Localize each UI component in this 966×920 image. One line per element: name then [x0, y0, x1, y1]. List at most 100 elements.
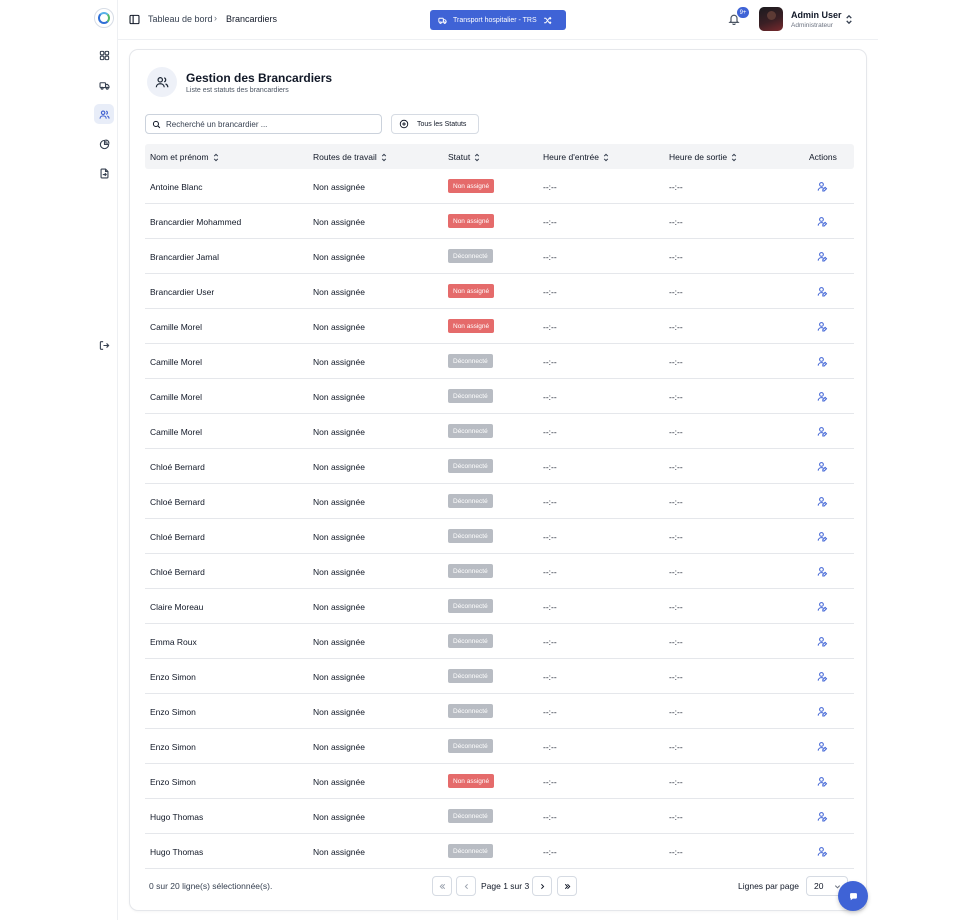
exit-time: --:--	[669, 707, 683, 717]
status-badge: Déconnecté	[448, 809, 493, 823]
user-edit-icon[interactable]	[817, 741, 828, 752]
table-row[interactable]: Hugo Thomas Non assignée Déconnecté --:-- --…	[145, 799, 854, 834]
user-edit-icon[interactable]	[817, 181, 828, 192]
table-row[interactable]: Chloé Bernard Non assignée Déconnecté --:--…	[145, 519, 854, 554]
sidebar-item-dashboard[interactable]	[94, 45, 114, 65]
table-row[interactable]: Chloé Bernard Non assignée Déconnecté --:--…	[145, 449, 854, 484]
brancardier-name: Brancardier Mohammed	[150, 217, 242, 227]
work-route: Non assignée	[313, 392, 365, 402]
table-row[interactable]: Antoine Blanc Non assignée Non assigné --:-…	[145, 169, 854, 204]
table-row[interactable]: Chloé Bernard Non assignée Déconnecté --:--…	[145, 554, 854, 589]
chat-fab-button[interactable]	[838, 881, 868, 911]
previous-page-button[interactable]	[456, 876, 476, 896]
user-edit-icon[interactable]	[817, 391, 828, 402]
shuffle-icon	[543, 16, 552, 24]
work-route: Non assignée	[313, 602, 365, 612]
transport-switch-button[interactable]: Transport hospitalier - TRS	[430, 10, 566, 30]
sidebar-item-documents[interactable]	[94, 163, 114, 183]
user-edit-icon[interactable]	[817, 461, 828, 472]
user-edit-icon[interactable]	[817, 671, 828, 682]
table-row[interactable]: Claire Moreau Non assignée Déconnecté --:--…	[145, 589, 854, 624]
column-header-status[interactable]: Statut	[448, 152, 480, 162]
logout-button[interactable]	[94, 335, 114, 355]
sidebar-item-statistics[interactable]	[94, 134, 114, 154]
brancardier-name: Chloé Bernard	[150, 497, 205, 507]
user-edit-icon[interactable]	[817, 496, 828, 507]
table-row[interactable]: Brancardier Mohammed Non assignée Non assi…	[145, 204, 854, 239]
user-edit-icon[interactable]	[817, 811, 828, 822]
table-row[interactable]: Brancardier Jamal Non assignée Déconnecté -…	[145, 239, 854, 274]
status-badge: Déconnecté	[448, 389, 493, 403]
column-header-routes[interactable]: Routes de travail	[313, 152, 387, 162]
transport-button-label: Transport hospitalier - TRS	[453, 16, 537, 24]
table-row[interactable]: Enzo Simon Non assignée Déconnecté --:-- --:…	[145, 659, 854, 694]
exit-time: --:--	[669, 567, 683, 577]
status-filter-button[interactable]: Tous les Statuts	[391, 114, 479, 134]
table-row[interactable]: Hugo Thomas Non assignée Déconnecté --:-- --…	[145, 834, 854, 869]
table-row[interactable]: Emma Roux Non assignée Déconnecté --:-- --:-…	[145, 624, 854, 659]
entry-time: --:--	[543, 322, 557, 332]
search-box[interactable]	[145, 114, 382, 134]
status-badge: Non assigné	[448, 774, 495, 788]
user-edit-icon[interactable]	[817, 636, 828, 647]
work-route: Non assignée	[313, 672, 365, 682]
status-badge: Déconnecté	[448, 634, 493, 648]
table-row[interactable]: Chloé Bernard Non assignée Déconnecté --:--…	[145, 484, 854, 519]
table-row[interactable]: Camille Morel Non assignée Déconnecté --:--…	[145, 344, 854, 379]
column-header-time-out[interactable]: Heure de sortie	[669, 152, 737, 162]
column-header-name[interactable]: Nom et prénom	[150, 152, 219, 162]
chevrons-up-down-icon[interactable]	[845, 14, 853, 25]
table-row[interactable]: Enzo Simon Non assignée Non assigné --:-- --…	[145, 764, 854, 799]
sidebar-toggle-icon[interactable]	[129, 14, 140, 25]
entry-time: --:--	[543, 532, 557, 542]
user-edit-icon[interactable]	[817, 846, 828, 857]
last-page-button[interactable]	[557, 876, 577, 896]
bell-icon[interactable]	[728, 13, 740, 25]
sort-icon	[731, 153, 737, 161]
table-row[interactable]: Brancardier User Non assignée Non assigné -…	[145, 274, 854, 309]
table-row[interactable]: Camille Morel Non assignée Non assigné --:-…	[145, 309, 854, 344]
work-route: Non assignée	[313, 287, 365, 297]
user-edit-icon[interactable]	[817, 251, 828, 262]
breadcrumb-home[interactable]: Tableau de bord	[148, 14, 213, 24]
avatar[interactable]	[759, 7, 783, 31]
user-edit-icon[interactable]	[817, 706, 828, 717]
user-edit-icon[interactable]	[817, 286, 828, 297]
entry-time: --:--	[543, 742, 557, 752]
user-name[interactable]: Admin User	[791, 10, 842, 20]
status-badge: Déconnecté	[448, 599, 493, 613]
user-edit-icon[interactable]	[817, 601, 828, 612]
table-row[interactable]: Enzo Simon Non assignée Déconnecté --:-- --:…	[145, 694, 854, 729]
exit-time: --:--	[669, 322, 683, 332]
entry-time: --:--	[543, 637, 557, 647]
user-edit-icon[interactable]	[817, 321, 828, 332]
sidebar-item-transports[interactable]	[94, 75, 114, 95]
exit-time: --:--	[669, 777, 683, 787]
sort-icon	[475, 153, 480, 161]
exit-time: --:--	[669, 462, 683, 472]
user-edit-icon[interactable]	[817, 531, 828, 542]
brancardier-name: Chloé Bernard	[150, 567, 205, 577]
table-row[interactable]: Camille Morel Non assignée Déconnecté --:--…	[145, 414, 854, 449]
exit-time: --:--	[669, 392, 683, 402]
column-header-time-in[interactable]: Heure d'entrée	[543, 152, 609, 162]
table-row[interactable]: Enzo Simon Non assignée Déconnecté --:-- --:…	[145, 729, 854, 764]
user-edit-icon[interactable]	[817, 776, 828, 787]
first-page-button[interactable]	[432, 876, 452, 896]
user-edit-icon[interactable]	[817, 566, 828, 577]
next-page-button[interactable]	[532, 876, 552, 896]
brancardier-name: Brancardier User	[150, 287, 215, 297]
work-route: Non assignée	[313, 532, 365, 542]
user-edit-icon[interactable]	[817, 216, 828, 227]
users-icon	[98, 110, 110, 119]
table-row[interactable]: Camille Morel Non assignée Déconnecté --:--…	[145, 379, 854, 414]
entry-time: --:--	[543, 392, 557, 402]
app-logo[interactable]	[94, 8, 114, 28]
entry-time: --:--	[543, 707, 557, 717]
user-edit-icon[interactable]	[817, 356, 828, 367]
top-bar: Tableau de bord › Brancardiers Transport…	[118, 0, 878, 40]
search-input[interactable]	[166, 119, 366, 129]
user-edit-icon[interactable]	[817, 426, 828, 437]
brancardier-name: Hugo Thomas	[150, 812, 204, 822]
sidebar-item-brancardiers[interactable]	[94, 104, 114, 124]
